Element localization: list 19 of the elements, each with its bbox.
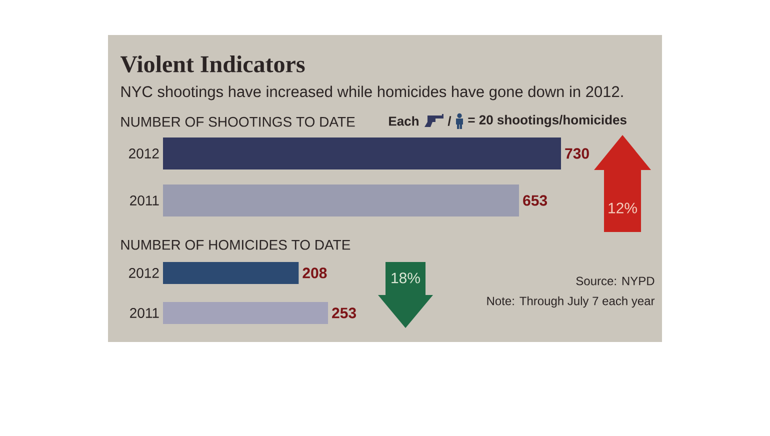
y-tick-label: 2011 bbox=[130, 308, 159, 318]
chart-subtitle: NYC shootings have increased while homicides have gone down in 2012. bbox=[121, 86, 623, 100]
data-label: 730 bbox=[565, 148, 589, 159]
x-axis-title: NUMBER OF HOMICIDES TO DATE bbox=[121, 240, 350, 250]
data-label: 208 bbox=[302, 268, 327, 278]
y-tick-label: 2012 bbox=[129, 148, 159, 158]
x-axis-title: NUMBER OF SHOOTINGS TO DATE bbox=[121, 116, 355, 127]
y-tick-label: 2011 bbox=[130, 196, 159, 206]
text: = 20 shootings/homicides bbox=[468, 114, 626, 128]
text: 18% bbox=[392, 272, 420, 284]
y-tick-label: 2012 bbox=[129, 268, 159, 278]
text: Note: Through July 7 each year bbox=[487, 296, 655, 308]
text: / bbox=[448, 116, 452, 126]
data-label: 253 bbox=[332, 308, 356, 318]
text: 12% bbox=[608, 202, 637, 214]
chart-title: Violent Indicators bbox=[120, 55, 305, 72]
source-note: Source: NYPD bbox=[576, 276, 654, 286]
data-label: 653 bbox=[523, 195, 548, 206]
text: Each bbox=[389, 116, 418, 126]
